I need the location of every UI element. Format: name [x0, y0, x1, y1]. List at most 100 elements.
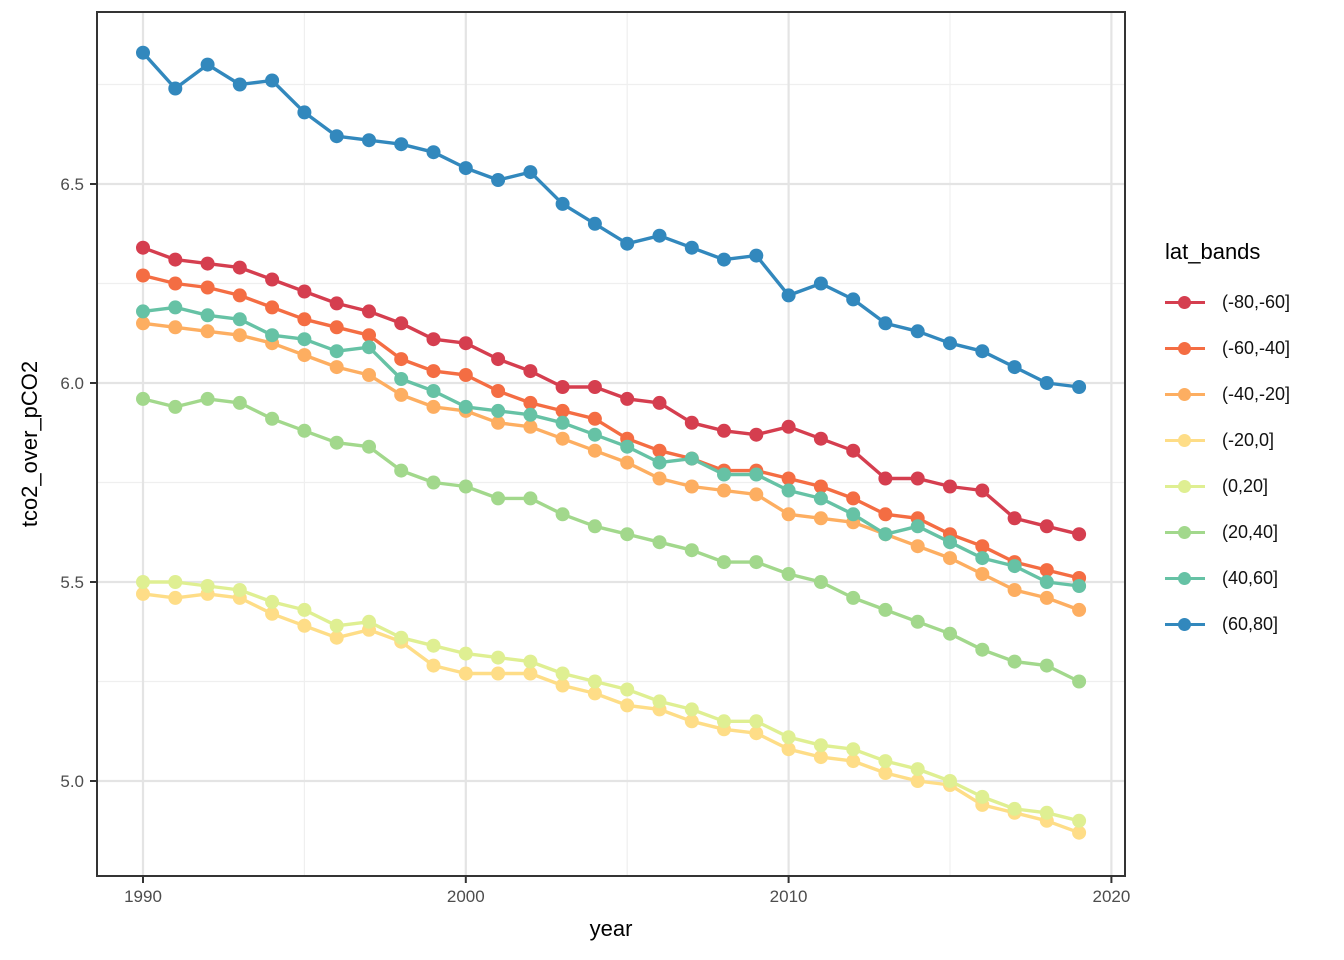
data-point	[168, 300, 183, 315]
data-point	[362, 304, 376, 319]
data-point	[975, 567, 990, 581]
data-point	[297, 284, 312, 299]
data-point	[717, 252, 731, 267]
data-point	[491, 650, 506, 665]
data-point	[232, 288, 247, 303]
data-point	[1072, 674, 1087, 689]
legend: lat_bands (-80,-60] (-60,-40] (-40,-20] (-2…	[1165, 239, 1290, 647]
data-point	[910, 774, 925, 788]
data-point	[329, 360, 344, 375]
data-point	[394, 352, 409, 367]
data-point	[168, 590, 183, 605]
data-point	[943, 535, 957, 550]
y-tick-label: 5.0	[60, 772, 84, 791]
data-point	[168, 320, 183, 335]
data-point	[523, 491, 538, 506]
data-point	[846, 754, 861, 769]
data-point	[297, 423, 312, 438]
data-point	[878, 766, 893, 780]
data-point	[491, 403, 506, 418]
data-point	[362, 368, 376, 382]
data-point	[394, 372, 409, 386]
data-point	[555, 196, 570, 211]
data-point	[491, 666, 506, 681]
legend-item: (-20,0]	[1165, 417, 1290, 463]
data-point	[652, 395, 667, 410]
data-point	[813, 431, 828, 446]
data-point	[329, 344, 344, 359]
data-point	[523, 364, 538, 379]
data-point	[878, 507, 893, 522]
data-point	[943, 626, 957, 641]
data-point	[846, 443, 861, 458]
data-point	[652, 443, 667, 458]
data-point	[329, 320, 344, 335]
data-point	[458, 646, 473, 661]
data-point	[781, 471, 796, 486]
y-tick-label: 6.0	[60, 374, 84, 393]
data-point	[975, 789, 990, 804]
data-point	[200, 324, 215, 339]
data-point	[168, 81, 183, 96]
data-point	[813, 738, 828, 753]
legend-item-label: (-60,-40]	[1222, 337, 1291, 358]
data-point	[910, 762, 925, 777]
data-point	[394, 137, 409, 152]
data-point	[781, 419, 796, 434]
data-point	[878, 602, 893, 617]
legend-item: (40,60]	[1165, 555, 1290, 601]
legend-item: (0,20]	[1165, 463, 1290, 509]
data-point	[426, 145, 441, 160]
data-point	[587, 216, 602, 231]
data-point	[1039, 563, 1054, 578]
data-point	[813, 276, 828, 291]
data-point	[620, 391, 635, 406]
data-point	[362, 340, 376, 355]
data-point	[136, 240, 150, 255]
data-point	[232, 77, 247, 92]
legend-key-icon	[1165, 430, 1205, 450]
data-point	[491, 352, 506, 367]
legend-key-icon	[1165, 568, 1205, 588]
data-point	[168, 252, 183, 267]
data-point	[910, 614, 925, 629]
legend-title: lat_bands	[1165, 239, 1261, 264]
data-point	[168, 276, 183, 291]
y-axis-title: tco2_over_pCO2	[17, 360, 42, 528]
data-point	[1007, 511, 1022, 526]
data-point	[232, 328, 247, 343]
legend-key-icon	[1165, 292, 1205, 312]
legend-key-icon	[1165, 476, 1205, 496]
x-tick-label: 1990	[124, 887, 162, 906]
legend-key-icon	[1165, 384, 1205, 404]
data-point	[652, 535, 667, 550]
data-point	[555, 415, 570, 430]
data-point	[555, 507, 570, 522]
panel-border	[96, 11, 1126, 877]
data-point	[1007, 654, 1022, 669]
data-point	[555, 431, 570, 446]
data-point	[394, 463, 409, 478]
data-point	[1072, 527, 1087, 542]
data-point	[394, 316, 409, 331]
legend-item: (-40,-20]	[1165, 371, 1290, 417]
y-tick-label: 6.5	[60, 175, 84, 194]
data-point	[910, 539, 925, 554]
data-point	[781, 507, 796, 522]
data-point	[136, 575, 150, 589]
data-point	[620, 527, 635, 542]
data-point	[878, 754, 893, 769]
data-point	[910, 324, 925, 339]
data-point	[458, 479, 473, 494]
data-point	[717, 555, 731, 570]
data-point	[329, 435, 344, 450]
data-point	[587, 519, 602, 534]
data-point	[878, 316, 893, 331]
data-point	[846, 491, 861, 506]
data-point	[943, 774, 957, 788]
data-point	[781, 742, 796, 757]
data-point	[620, 439, 635, 454]
data-point	[652, 228, 667, 243]
